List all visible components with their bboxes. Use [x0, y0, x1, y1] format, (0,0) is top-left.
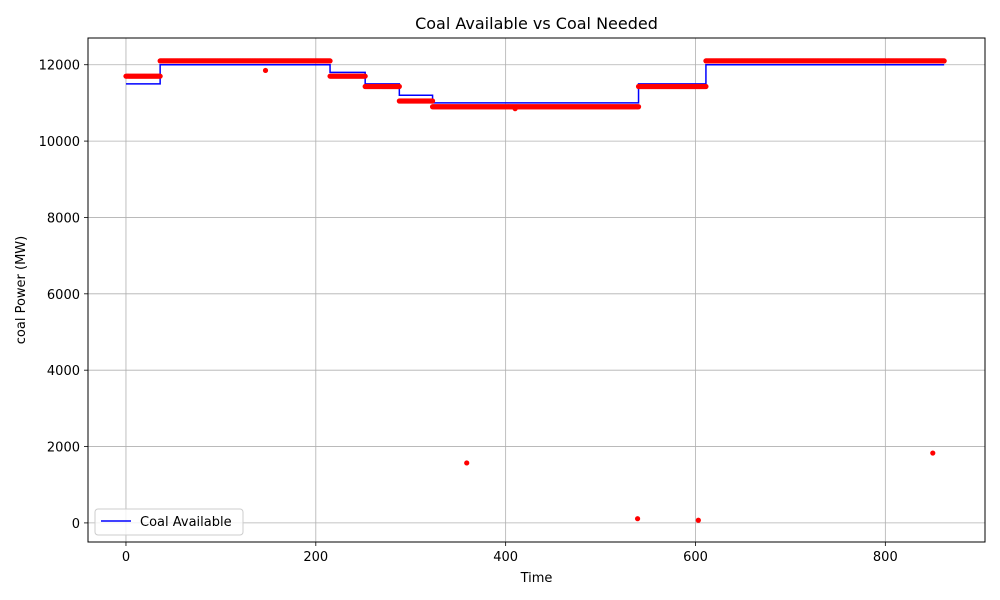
coal-needed-point: [396, 83, 402, 90]
chart-title: Coal Available vs Coal Needed: [415, 14, 658, 33]
x-tick-label: 800: [873, 550, 898, 565]
coal-needed-point: [362, 73, 368, 79]
plot-frame: [87, 37, 986, 543]
grid: [88, 38, 985, 542]
y-tick-label: 2000: [47, 441, 80, 456]
coal-needed-point: [703, 83, 709, 90]
coal-needed-point: [512, 106, 518, 112]
y-axis-label: coal Power (MW): [14, 236, 29, 344]
series-coal-available: [125, 63, 945, 104]
legend: Coal Available: [94, 508, 244, 536]
x-axis-label: Time: [520, 571, 553, 586]
y-tick-label: 0: [72, 517, 80, 532]
y-tick-label: 4000: [47, 364, 80, 379]
legend-box: [94, 508, 244, 536]
coal-needed-point: [635, 104, 642, 110]
coal-needed-point: [930, 450, 936, 456]
coal-needed-point: [429, 98, 436, 104]
coal-needed-point: [157, 73, 163, 79]
coal-needed-point: [695, 517, 701, 523]
y-tick-label: 12000: [39, 59, 80, 74]
coal-needed-point: [327, 58, 333, 64]
coal-needed-point: [941, 58, 947, 64]
series-coal-needed: [123, 58, 947, 523]
legend-label-coal-available: Coal Available: [140, 515, 232, 530]
x-tick-label: 600: [683, 550, 708, 565]
x-tick-label: 200: [303, 550, 328, 565]
x-tick-label: 0: [122, 550, 130, 565]
y-tick-label: 8000: [47, 211, 80, 226]
coal-needed-point: [634, 516, 641, 522]
coal-needed-point: [262, 67, 269, 74]
coal-available-line: [125, 63, 945, 104]
coal-needed-point: [464, 460, 470, 466]
y-tick-label: 6000: [47, 288, 80, 303]
x-tick-label: 400: [493, 550, 518, 565]
y-tick-label: 10000: [39, 135, 80, 150]
